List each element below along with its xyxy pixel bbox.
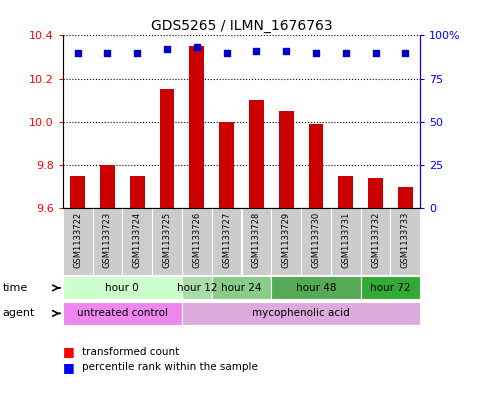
Bar xyxy=(70,176,85,208)
Text: time: time xyxy=(2,283,28,293)
Point xyxy=(253,48,260,54)
Bar xyxy=(390,208,420,275)
Bar xyxy=(93,208,122,275)
Bar xyxy=(398,187,413,208)
Text: GSM1133727: GSM1133727 xyxy=(222,211,231,268)
Text: hour 24: hour 24 xyxy=(221,283,262,293)
Point xyxy=(312,50,320,56)
Text: untreated control: untreated control xyxy=(77,309,168,318)
Text: ■: ■ xyxy=(63,361,74,374)
Bar xyxy=(212,276,271,299)
Point xyxy=(401,50,409,56)
Point xyxy=(282,48,290,54)
Bar xyxy=(242,208,271,275)
Text: percentile rank within the sample: percentile rank within the sample xyxy=(82,362,258,373)
Bar xyxy=(122,208,152,275)
Bar xyxy=(63,276,182,299)
Bar xyxy=(219,122,234,208)
Bar xyxy=(182,276,212,299)
Bar xyxy=(271,208,301,275)
Point xyxy=(104,50,112,56)
Text: GSM1133722: GSM1133722 xyxy=(73,211,82,268)
Point xyxy=(193,44,201,51)
Point xyxy=(372,50,380,56)
Bar xyxy=(279,111,294,208)
Bar xyxy=(361,276,420,299)
Text: GSM1133731: GSM1133731 xyxy=(341,211,350,268)
Text: GSM1133726: GSM1133726 xyxy=(192,211,201,268)
Text: transformed count: transformed count xyxy=(82,347,179,357)
Bar xyxy=(152,208,182,275)
Bar xyxy=(182,302,420,325)
Text: GSM1133725: GSM1133725 xyxy=(163,211,171,268)
Bar xyxy=(212,208,242,275)
Bar xyxy=(189,46,204,208)
Point xyxy=(223,50,230,56)
Bar xyxy=(331,208,361,275)
Bar xyxy=(63,208,93,275)
Text: GSM1133732: GSM1133732 xyxy=(371,211,380,268)
Text: hour 48: hour 48 xyxy=(296,283,336,293)
Point xyxy=(342,50,350,56)
Point xyxy=(163,46,171,52)
Text: GSM1133724: GSM1133724 xyxy=(133,211,142,268)
Bar xyxy=(63,302,182,325)
Bar xyxy=(309,124,324,208)
Text: GSM1133730: GSM1133730 xyxy=(312,211,320,268)
Text: mycophenolic acid: mycophenolic acid xyxy=(252,309,350,318)
Text: GSM1133729: GSM1133729 xyxy=(282,211,291,268)
Bar xyxy=(301,208,331,275)
Point xyxy=(133,50,141,56)
Bar xyxy=(130,176,145,208)
Text: agent: agent xyxy=(2,309,35,318)
Title: GDS5265 / ILMN_1676763: GDS5265 / ILMN_1676763 xyxy=(151,19,332,33)
Text: GSM1133733: GSM1133733 xyxy=(401,211,410,268)
Text: ■: ■ xyxy=(63,345,74,358)
Point xyxy=(74,50,82,56)
Bar xyxy=(100,165,115,208)
Text: GSM1133723: GSM1133723 xyxy=(103,211,112,268)
Text: hour 72: hour 72 xyxy=(370,283,411,293)
Bar xyxy=(368,178,383,208)
Bar xyxy=(361,208,390,275)
Text: hour 0: hour 0 xyxy=(105,283,139,293)
Bar xyxy=(249,100,264,208)
Text: GSM1133728: GSM1133728 xyxy=(252,211,261,268)
Bar xyxy=(338,176,353,208)
Bar xyxy=(182,208,212,275)
Text: hour 12: hour 12 xyxy=(177,283,217,293)
Bar xyxy=(271,276,361,299)
Bar xyxy=(159,90,174,208)
